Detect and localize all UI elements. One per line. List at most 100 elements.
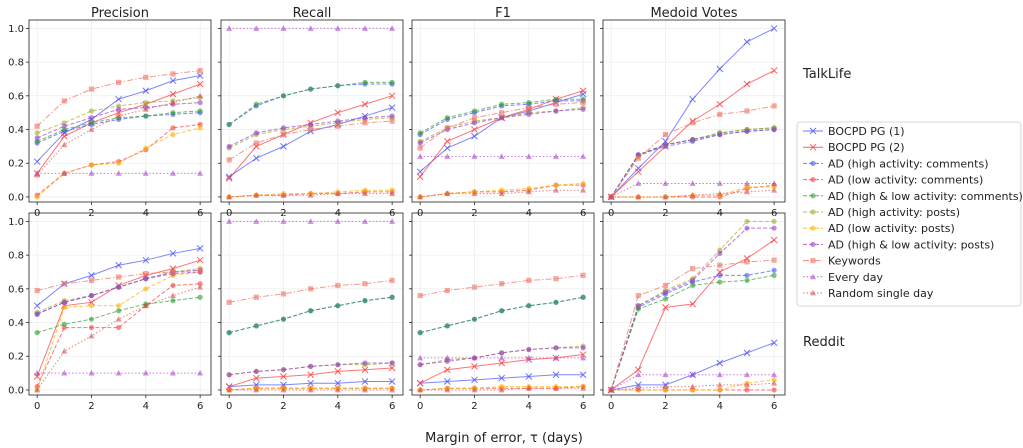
series-ad_hc [226, 294, 395, 336]
legend-marker [810, 258, 816, 264]
data-point-ad_hlc [253, 101, 259, 107]
data-point-every_day [280, 218, 287, 224]
data-point-random [197, 283, 204, 290]
data-point-keywords [143, 74, 149, 80]
legend-marker [809, 143, 817, 151]
data-point-random [662, 193, 669, 200]
data-point-ad_hlc [362, 298, 368, 304]
data-point-random [169, 99, 176, 105]
data-point-ad_hlc [771, 272, 777, 278]
data-point-every_day [580, 354, 587, 361]
data-point-bocpd2 [770, 236, 778, 244]
data-point-ad_hlc [362, 79, 368, 85]
data-point-keywords [280, 291, 287, 297]
data-point-every_day [635, 371, 642, 378]
legend-marker [810, 209, 816, 215]
data-point-ad_hlp [553, 345, 559, 351]
data-point-bocpd1 [280, 143, 287, 150]
data-point-keywords [88, 277, 95, 284]
series-line-ad_hlc [420, 296, 584, 334]
series-every_day [417, 153, 587, 159]
series-ad_hlc [417, 96, 586, 136]
data-point-ad_hlp [143, 276, 149, 282]
x-tick-label: 2 [662, 401, 668, 412]
data-point-bocpd2 [196, 80, 204, 88]
data-point-ad_hlc [744, 277, 750, 284]
data-point-ad_hlc [717, 279, 723, 285]
data-point-bocpd2 [334, 109, 342, 117]
y-tick-label: 0.2 [8, 159, 24, 170]
series-line-ad_hc [229, 296, 393, 334]
y-tick-label: 0.4 [8, 318, 24, 329]
data-point-ad_hlp [417, 140, 423, 146]
series-line-ad_hp [610, 220, 775, 391]
data-point-ad_lc [197, 281, 203, 287]
data-point-ad_hlp [116, 106, 122, 112]
data-point-keywords [88, 86, 95, 92]
data-point-every_day [552, 354, 559, 361]
data-point-every_day [389, 218, 396, 224]
data-point-every_day [197, 170, 204, 176]
data-point-ad_hlp [471, 120, 478, 126]
y-tick-label: 1.0 [8, 24, 24, 35]
data-point-bocpd1 [471, 132, 478, 140]
data-point-bocpd2 [60, 132, 68, 140]
legend-label: Keywords [828, 255, 881, 268]
data-point-ad_hlp [335, 362, 341, 368]
data-point-every_day [334, 25, 341, 31]
data-point-every_day [525, 153, 532, 159]
data-point-ad_hlp [61, 299, 67, 305]
data-point-random [417, 193, 424, 200]
data-point-bocpd2 [280, 373, 287, 380]
data-point-ad_lp [88, 303, 95, 309]
data-point-ad_hlp [717, 250, 723, 257]
data-point-bocpd1 [169, 77, 177, 85]
data-point-ad_lc [116, 324, 122, 331]
legend-label: AD (high activity: comments) [828, 157, 989, 170]
data-point-bocpd1 [471, 376, 478, 384]
data-point-ad_lc [170, 282, 176, 289]
panels: 0 2 4 60.00.20.40.60.81.00 2 4 6 0 2 4 6 0 2 4 60 2 4 60.… [8, 19, 786, 412]
x-tick-label: 0 [608, 401, 614, 412]
series-line-bocpd2 [228, 95, 393, 179]
data-point-bocpd2 [579, 351, 587, 358]
data-point-keywords [553, 101, 559, 107]
data-point-keywords [335, 282, 341, 289]
data-point-ad_hlc [389, 294, 395, 300]
data-point-keywords [389, 277, 395, 284]
data-point-random [689, 383, 696, 389]
column-title-precision: Precision [91, 6, 149, 21]
data-point-keywords [226, 299, 232, 305]
data-point-ad_lp [116, 160, 122, 166]
series-keywords [417, 272, 586, 299]
data-point-bocpd1 [252, 154, 260, 162]
data-point-ad_hlc [526, 99, 532, 106]
data-point-bocpd1 [716, 359, 724, 367]
data-point-bocpd1 [634, 381, 642, 389]
data-point-ad_hlp [34, 135, 40, 141]
legend-marker [809, 127, 817, 135]
data-point-random [471, 190, 478, 196]
panel-talklife-precision: 0 2 4 60.00.20.40.60.81.0 [8, 19, 212, 219]
data-point-random [307, 192, 314, 198]
panel-frame [602, 212, 786, 396]
panel-reddit-f1: 0 2 4 6 [409, 212, 595, 412]
data-point-ad_hlc [143, 113, 149, 119]
series-random [34, 283, 204, 393]
legend-marker [810, 177, 816, 183]
legend-marker [810, 160, 816, 166]
data-point-every_day [716, 180, 723, 186]
data-point-random [61, 141, 68, 148]
data-point-keywords [226, 157, 232, 163]
legend-entry-every_day: Every day [803, 271, 883, 284]
legend-entry-ad_lc: AD (low activity: comments) [803, 174, 983, 187]
legend-marker [810, 241, 816, 247]
data-point-ad_lp [197, 125, 203, 131]
series-every_day [34, 369, 204, 376]
data-point-keywords [499, 110, 505, 116]
data-point-bocpd1 [443, 144, 451, 152]
series-random [226, 190, 396, 200]
panel-reddit-precision: 0 2 4 6 0.0 0.2 0.4 0.6 0.8 1.0 [8, 212, 212, 412]
panel-frame [220, 212, 404, 396]
